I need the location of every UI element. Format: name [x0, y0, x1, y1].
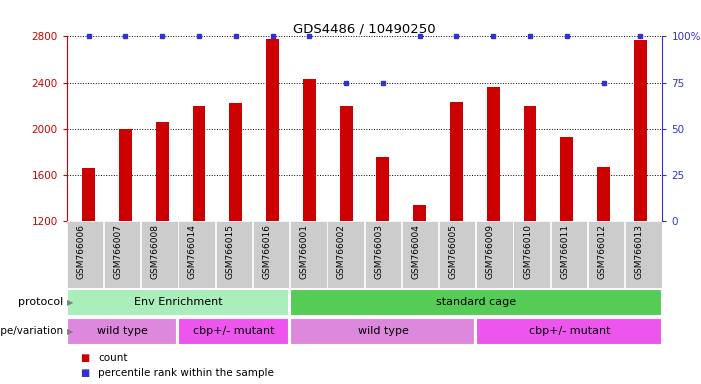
Text: genotype/variation: genotype/variation [0, 326, 63, 336]
Text: GSM766016: GSM766016 [262, 224, 271, 279]
Bar [156, 122, 169, 221]
Bar [476, 318, 660, 344]
Text: GSM766009: GSM766009 [486, 224, 495, 279]
Text: GSM766008: GSM766008 [151, 224, 160, 279]
Bar [588, 221, 625, 288]
Text: protocol: protocol [18, 297, 63, 308]
Bar [266, 39, 279, 221]
Bar [513, 221, 550, 288]
Bar [178, 221, 215, 288]
Bar [216, 221, 252, 288]
Bar [229, 103, 243, 221]
Bar [290, 290, 660, 315]
Text: GSM766011: GSM766011 [560, 224, 569, 279]
Text: GSM766013: GSM766013 [635, 224, 644, 279]
Bar [450, 102, 463, 221]
Text: percentile rank within the sample: percentile rank within the sample [98, 368, 274, 378]
Bar [290, 318, 475, 344]
Text: cbp+/- mutant: cbp+/- mutant [193, 326, 275, 336]
Bar [524, 106, 536, 221]
Bar [476, 221, 512, 288]
Text: GSM766010: GSM766010 [523, 224, 532, 279]
Bar [402, 221, 438, 288]
Text: GSM766012: GSM766012 [597, 224, 606, 279]
Bar [376, 157, 389, 221]
Bar [178, 318, 288, 344]
Bar [625, 221, 662, 288]
Title: GDS4486 / 10490250: GDS4486 / 10490250 [293, 22, 436, 35]
Bar [560, 137, 573, 221]
Text: GSM766005: GSM766005 [449, 224, 458, 279]
Text: wild type: wild type [97, 326, 148, 336]
Bar [67, 221, 103, 288]
Text: ■: ■ [81, 353, 90, 363]
Text: GSM766014: GSM766014 [188, 224, 197, 279]
Bar [486, 87, 500, 221]
Text: Env Enrichment: Env Enrichment [134, 297, 223, 308]
Text: count: count [98, 353, 128, 363]
Bar [119, 129, 132, 221]
Text: GSM766001: GSM766001 [299, 224, 308, 279]
Text: GSM766015: GSM766015 [225, 224, 234, 279]
Text: wild type: wild type [358, 326, 409, 336]
Bar [340, 106, 353, 221]
Bar [414, 205, 426, 221]
Bar [551, 221, 587, 288]
Text: standard cage: standard cage [436, 297, 517, 308]
Bar [104, 221, 140, 288]
Bar [67, 318, 177, 344]
Bar [439, 221, 475, 288]
Bar [365, 221, 401, 288]
Bar [193, 106, 205, 221]
Bar [597, 167, 610, 221]
Text: ▶: ▶ [67, 327, 74, 336]
Text: GSM766006: GSM766006 [76, 224, 86, 279]
Text: GSM766003: GSM766003 [374, 224, 383, 279]
Bar [253, 221, 290, 288]
Text: cbp+/- mutant: cbp+/- mutant [529, 326, 610, 336]
Bar [290, 221, 327, 288]
Bar [303, 79, 315, 221]
Bar [634, 40, 647, 221]
Bar [141, 221, 177, 288]
Text: GSM766002: GSM766002 [337, 224, 346, 279]
Text: GSM766007: GSM766007 [114, 224, 123, 279]
Bar [82, 168, 95, 221]
Bar [67, 290, 288, 315]
Text: GSM766004: GSM766004 [411, 224, 421, 279]
Text: ■: ■ [81, 368, 90, 378]
Text: ▶: ▶ [67, 298, 74, 307]
Bar [327, 221, 364, 288]
